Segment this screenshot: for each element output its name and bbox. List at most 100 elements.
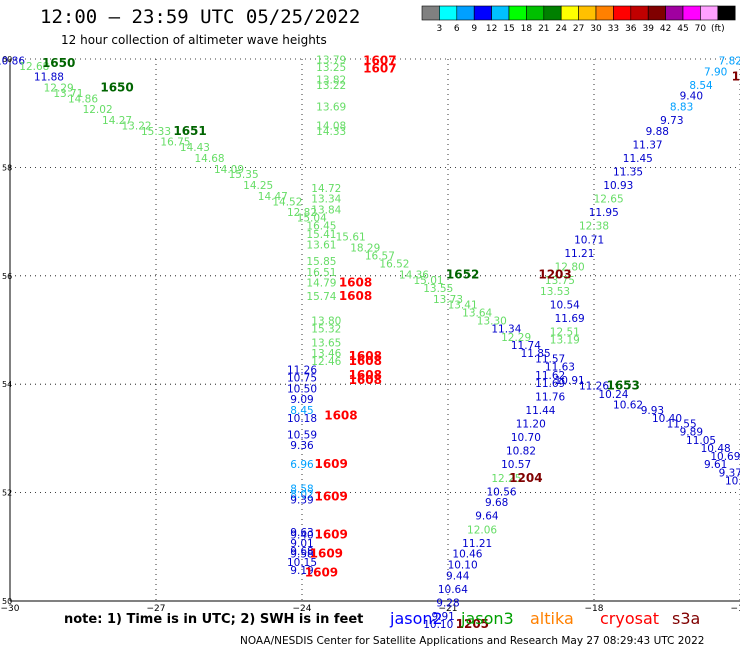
scale-swatch xyxy=(717,5,736,21)
wave-height-label: 9.73 xyxy=(660,115,683,127)
legend-jason3: jason3 xyxy=(461,609,514,628)
wave-height-label: 12.29 xyxy=(501,332,531,344)
wave-height-label: 11.05 xyxy=(686,435,716,447)
pass-number-label: 1204 xyxy=(509,471,542,485)
wave-height-label: 9.09 xyxy=(290,394,313,406)
wave-height-label: 15.74 xyxy=(306,291,336,303)
wave-height-label: 11.21 xyxy=(462,538,492,550)
wave-height-label: 9.01 xyxy=(290,538,313,550)
wave-height-label: 15.01 xyxy=(414,275,444,287)
wave-height-label: 11.37 xyxy=(633,139,663,151)
wave-height-label: 6.96 xyxy=(290,459,314,471)
wave-height-label: 10.40 xyxy=(652,413,682,425)
wave-height-label: 11.57 xyxy=(535,354,565,366)
x-tick-label: −15 xyxy=(731,604,740,614)
wave-height-label: 9.58 xyxy=(290,549,313,561)
wave-height-label: 13.34 xyxy=(311,194,341,206)
wave-height-label: 13.73 xyxy=(433,294,463,306)
page-subtitle: 12 hour collection of altimeter wave hei… xyxy=(61,33,327,47)
pass-number-label: 1608 xyxy=(324,408,357,422)
wave-height-label: 10.75 xyxy=(287,372,317,384)
wave-height-label: 9.37 xyxy=(719,467,740,479)
pass-number-label: 1609 xyxy=(305,566,338,580)
wave-height-label: 14.68 xyxy=(195,153,225,165)
wave-height-label: 13.69 xyxy=(316,101,346,113)
wave-height-label: 9.44 xyxy=(446,570,470,582)
wave-height-label: 13.75 xyxy=(545,275,575,287)
scale-label: 42 xyxy=(660,24,671,34)
wave-height-label: 13.55 xyxy=(423,283,453,295)
wave-height-label: 10.48 xyxy=(701,443,731,455)
scale-label: 45 xyxy=(677,24,688,34)
wave-height-label: 11.26 xyxy=(579,381,609,393)
wave-height-label: 12.65 xyxy=(594,194,624,206)
wave-height-label: 9.40 xyxy=(680,91,703,103)
wave-height-label: 14.36 xyxy=(399,270,429,282)
wave-height-label: 11.44 xyxy=(525,405,555,417)
wave-height-label: 9.91 xyxy=(431,611,454,623)
wave-height-label: 14.09 xyxy=(214,164,244,176)
wave-height-label: 9.93 xyxy=(641,405,664,417)
x-tick-label: −24 xyxy=(293,604,312,614)
legend-jason2: jason2 xyxy=(390,609,443,628)
wave-height-label: 14.79 xyxy=(306,278,336,290)
wave-height-label: 11.21 xyxy=(564,248,594,260)
x-tick-label: −30 xyxy=(1,604,20,614)
wave-height-label: 13.19 xyxy=(550,335,580,347)
wave-height-label: 14.72 xyxy=(311,183,341,195)
wave-height-label: 10.69 xyxy=(710,451,740,463)
pass-number-label: 1609 xyxy=(310,547,343,561)
pass-number-label: 1650 xyxy=(100,81,133,95)
pass-number-label: 1609 xyxy=(314,528,347,542)
wave-height-label: 14.33 xyxy=(316,126,346,138)
wave-height-label: 9.68 xyxy=(485,497,508,509)
pass-number-label: 1608 xyxy=(339,276,372,290)
wave-height-label: 11.20 xyxy=(516,419,546,431)
wave-height-label: 13.84 xyxy=(311,204,341,216)
wave-height-label: 11.74 xyxy=(511,340,541,352)
scale-label: 15 xyxy=(503,24,514,34)
wave-height-label: 10.70 xyxy=(511,432,541,444)
wave-height-label: 16.45 xyxy=(306,221,336,233)
wave-height-label: 14.08 xyxy=(316,120,346,132)
wave-height-label: 13.46 xyxy=(311,348,341,360)
wave-height-label: 13.82 xyxy=(316,74,346,86)
wave-height-label: 15.35 xyxy=(229,169,259,181)
wave-height-label: 14.52 xyxy=(272,196,302,208)
wave-height-label: 9.39 xyxy=(290,494,313,506)
wave-height-label: 15.32 xyxy=(311,324,341,336)
wave-height-label: 10.15 xyxy=(287,557,317,569)
scale-label: 3 xyxy=(437,24,443,34)
wave-height-label: 10.56 xyxy=(487,486,517,498)
y-tick-label: 60 xyxy=(2,55,12,64)
wave-height-label: 16.52 xyxy=(379,259,409,271)
wave-height-label: 13.61 xyxy=(306,240,336,252)
wave-height-label: 16.57 xyxy=(365,251,395,263)
y-tick-label: 50 xyxy=(2,597,12,606)
scale-label: 70 xyxy=(695,24,707,34)
wave-height-label: 9.89 xyxy=(680,427,703,439)
pass-number-label: 1650 xyxy=(42,56,75,70)
wave-height-label: 11.55 xyxy=(667,419,697,431)
wave-height-label: 11.76 xyxy=(535,391,565,403)
wave-height-label: 9.36 xyxy=(290,440,314,452)
wave-height-label: 11.26 xyxy=(287,364,317,376)
scale-label: 6 xyxy=(454,24,460,34)
wave-height-label: 10.86 xyxy=(0,55,25,67)
pass-number-label: 1608 xyxy=(349,349,382,363)
wave-height-label: 13.22 xyxy=(122,120,152,132)
scale-label: 21 xyxy=(538,24,549,34)
pass-number-label: 1608 xyxy=(349,354,382,368)
wave-height-label: 10.10 xyxy=(448,559,478,571)
wave-height-label: 10.59 xyxy=(287,429,317,441)
wave-height-label: 11.69 xyxy=(555,313,585,325)
wave-height-label: 10.18 xyxy=(287,413,317,425)
wave-height-label: 10.91 xyxy=(555,375,585,387)
wave-height-label: 11.34 xyxy=(491,324,521,336)
scale-label: 27 xyxy=(573,24,584,34)
wave-height-label: 13.71 xyxy=(53,88,83,100)
wave-height-label: 10.64 xyxy=(438,584,468,596)
scale-label: 33 xyxy=(608,24,619,34)
wave-height-label: 10.82 xyxy=(506,446,536,458)
